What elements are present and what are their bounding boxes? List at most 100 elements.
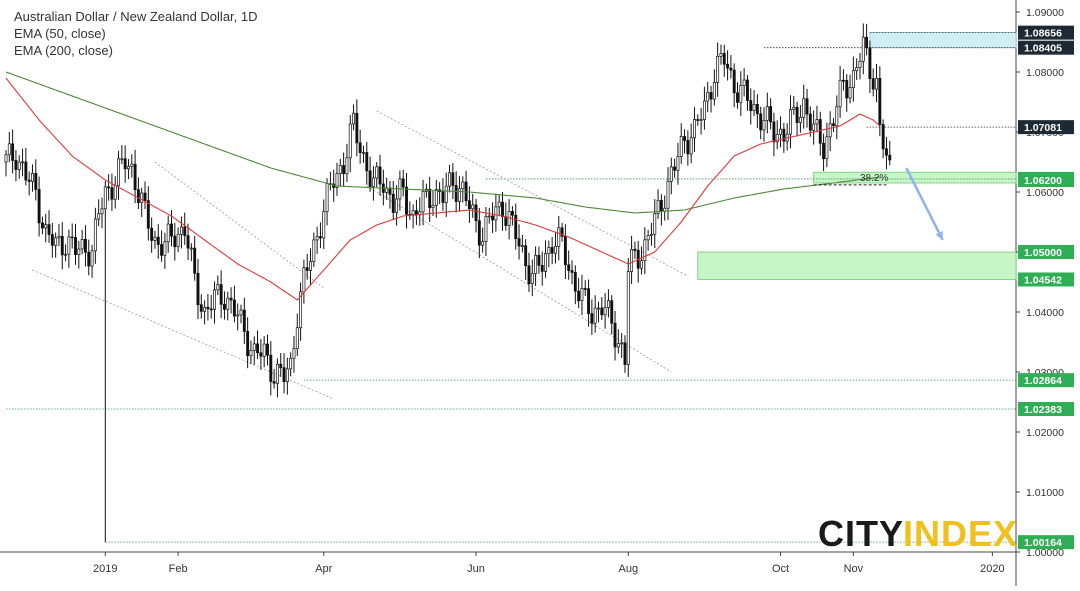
chart-title: Australian Dollar / New Zealand Dollar, … bbox=[14, 9, 258, 24]
candle-body bbox=[87, 251, 91, 267]
candle-body bbox=[606, 300, 610, 308]
candle-body bbox=[140, 192, 144, 203]
candle-body bbox=[206, 306, 210, 310]
candle-body bbox=[256, 343, 260, 354]
candle-body bbox=[547, 247, 551, 255]
candle-body bbox=[838, 79, 842, 108]
candle-body bbox=[868, 47, 872, 80]
candle-body bbox=[54, 237, 58, 246]
price-label-box bbox=[1018, 120, 1074, 135]
candle-body bbox=[136, 189, 140, 203]
candle-body bbox=[179, 226, 183, 235]
candle-body bbox=[163, 241, 167, 256]
candle-body bbox=[110, 187, 114, 200]
candle-body bbox=[37, 189, 41, 224]
candle-body bbox=[40, 222, 44, 229]
y-tick-label: 1.04000 bbox=[1026, 307, 1064, 319]
candle-body bbox=[875, 77, 878, 90]
candle-body bbox=[474, 204, 478, 222]
candle-body bbox=[504, 216, 508, 226]
price-label-box bbox=[1018, 402, 1074, 417]
candle-body bbox=[391, 193, 395, 213]
candle-body bbox=[21, 161, 25, 164]
candle-body bbox=[7, 143, 11, 156]
candle-body bbox=[815, 119, 819, 125]
candle-body bbox=[352, 112, 356, 125]
candle-body bbox=[77, 248, 81, 255]
candle-body bbox=[223, 303, 226, 310]
candle-body bbox=[295, 327, 299, 349]
candle-body bbox=[44, 224, 48, 229]
candle-body bbox=[282, 367, 286, 382]
candle-body bbox=[232, 299, 236, 317]
candle-body bbox=[510, 210, 514, 216]
candle-body bbox=[196, 272, 200, 306]
candle-body bbox=[653, 213, 657, 235]
candle-body bbox=[765, 106, 769, 121]
candle-body bbox=[656, 199, 660, 214]
price-label-box bbox=[1018, 535, 1074, 550]
candle-body bbox=[702, 100, 706, 120]
candle-body bbox=[835, 106, 839, 127]
price-label: 1.06200 bbox=[1024, 175, 1062, 187]
candle-body bbox=[186, 235, 190, 249]
candle-body bbox=[699, 119, 703, 121]
candle-body bbox=[299, 291, 303, 329]
candle-body bbox=[759, 113, 763, 131]
candle-body bbox=[83, 238, 87, 253]
candle-body bbox=[583, 288, 587, 290]
candle-body bbox=[31, 172, 34, 182]
candle-body bbox=[673, 166, 677, 171]
candle-body bbox=[395, 198, 399, 213]
candle-body bbox=[613, 322, 617, 348]
candle-body bbox=[623, 342, 627, 365]
candle-body bbox=[143, 192, 147, 202]
candle-body bbox=[467, 200, 471, 210]
candle-body bbox=[97, 213, 101, 220]
candle-body bbox=[213, 289, 216, 310]
candle-body bbox=[130, 163, 134, 167]
candle-body bbox=[120, 158, 124, 161]
candle-body bbox=[534, 254, 538, 274]
candle-body bbox=[878, 77, 882, 125]
candle-body bbox=[616, 343, 620, 348]
candle-body bbox=[858, 60, 862, 68]
x-tick-label: Apr bbox=[315, 563, 332, 575]
candle-body bbox=[626, 271, 630, 365]
candle-body bbox=[338, 165, 342, 174]
forecast-arrow-shaft bbox=[905, 167, 944, 241]
candle-body bbox=[428, 188, 432, 208]
candle-body bbox=[57, 236, 61, 239]
candle-body bbox=[199, 304, 203, 312]
price-label: 1.08405 bbox=[1024, 43, 1062, 55]
candle-body bbox=[544, 253, 547, 272]
candle-body bbox=[156, 236, 160, 245]
candle-body bbox=[441, 191, 445, 203]
candle-body bbox=[335, 173, 339, 188]
candle-body bbox=[289, 357, 293, 370]
candle-body bbox=[368, 170, 372, 187]
candle-body bbox=[325, 183, 329, 213]
candle-body bbox=[600, 307, 604, 316]
price-label-box bbox=[1018, 40, 1074, 55]
y-tick-label: 1.06000 bbox=[1026, 187, 1064, 199]
candle-body bbox=[375, 166, 379, 179]
candle-body bbox=[643, 239, 647, 262]
candle-body bbox=[123, 158, 127, 170]
candle-body bbox=[345, 157, 349, 175]
candle-body bbox=[494, 206, 498, 221]
fib-label: 38.2% bbox=[860, 173, 888, 184]
candle-body bbox=[117, 158, 120, 187]
candle-body bbox=[146, 200, 150, 229]
candle-body bbox=[275, 363, 279, 384]
ema200-legend: EMA (200, close) bbox=[14, 43, 113, 58]
candle-body bbox=[745, 79, 749, 101]
candle-body bbox=[269, 354, 273, 382]
candle-body bbox=[365, 152, 369, 172]
price-label-box bbox=[1018, 245, 1074, 259]
candle-body bbox=[729, 67, 733, 71]
candle-body bbox=[477, 220, 481, 246]
candle-body bbox=[865, 36, 869, 49]
candle-body bbox=[802, 98, 806, 118]
